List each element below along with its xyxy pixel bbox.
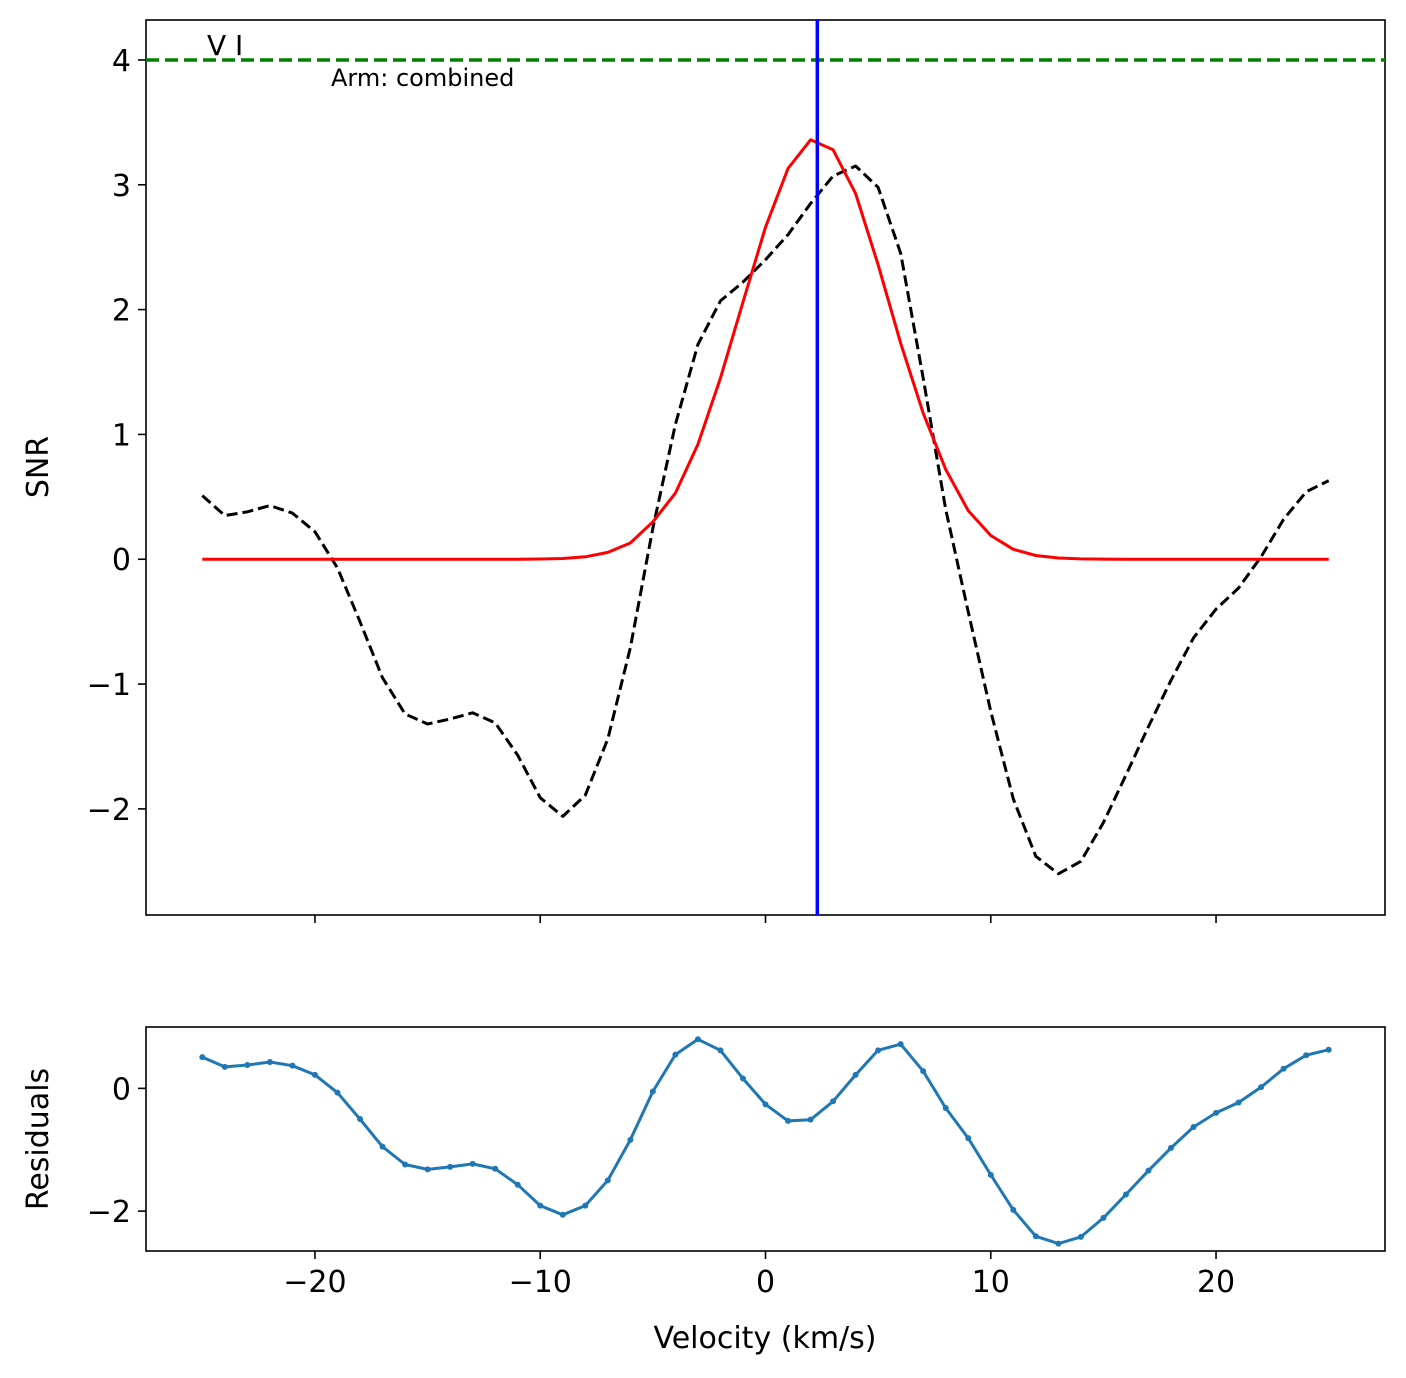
snr-y-axis-label: SNR [21, 436, 56, 498]
residual-point [672, 1051, 679, 1058]
residual-point [424, 1166, 431, 1173]
residual-point [830, 1098, 837, 1105]
residual-point [649, 1088, 656, 1095]
residual-point [266, 1058, 273, 1065]
residual-point [694, 1036, 701, 1043]
residual-point [1145, 1167, 1152, 1174]
residual-point [492, 1165, 499, 1172]
snr-x-ticks [314, 915, 1217, 923]
snr-fit-series [202, 138, 1329, 561]
y-tick-label: 2 [112, 294, 131, 329]
x-tick-label: 0 [756, 1265, 775, 1300]
y-tick-label: 4 [112, 44, 131, 79]
residual-point [1325, 1046, 1332, 1053]
residual-point [604, 1177, 611, 1184]
species-label: V I [207, 29, 243, 62]
residual-point [965, 1135, 972, 1142]
residuals-y-axis-label: Residuals [21, 1068, 56, 1210]
snr-plot-area [146, 20, 1385, 915]
residual-point [717, 1047, 724, 1054]
residual-point [1122, 1191, 1129, 1198]
residual-point [1010, 1206, 1017, 1213]
residual-point [807, 1116, 814, 1123]
residual-point [1055, 1240, 1062, 1247]
residual-point [1100, 1214, 1107, 1221]
residual-point [920, 1068, 927, 1075]
residual-point [199, 1054, 206, 1061]
x-tick-label: −20 [283, 1265, 346, 1300]
residual-point [334, 1089, 341, 1096]
residual-point [1303, 1052, 1310, 1059]
residual-point [379, 1143, 386, 1150]
residual-point [852, 1071, 859, 1078]
residual-point [785, 1117, 792, 1124]
x-tick-label: −10 [509, 1265, 572, 1300]
y-tick-label: −2 [87, 793, 131, 828]
arm-label: Arm: combined [331, 64, 514, 92]
x-tick-label: 10 [972, 1265, 1010, 1300]
residual-point [897, 1041, 904, 1048]
y-tick-label: 3 [112, 169, 131, 204]
residual-point [221, 1063, 228, 1070]
residual-point [987, 1171, 994, 1178]
residual-point [1213, 1109, 1220, 1116]
residual-point [514, 1181, 521, 1188]
y-tick-label: −2 [87, 1195, 131, 1230]
residuals-x-ticks: −20 −10 0 10 20 [283, 1251, 1235, 1300]
snr-data-series [201, 164, 1330, 876]
snr-panel: −2 −1 0 1 2 3 4 V I Arm: combined SNR [21, 19, 1386, 923]
residuals-plot-frame [145, 1026, 1386, 1252]
residual-point [1077, 1233, 1084, 1240]
residual-point [447, 1163, 454, 1170]
residual-point [1235, 1099, 1242, 1106]
y-tick-label: 0 [112, 1072, 131, 1107]
residual-point [739, 1075, 746, 1082]
residual-point [244, 1062, 251, 1069]
residual-point [762, 1101, 769, 1108]
residual-point [875, 1047, 882, 1054]
residual-point [289, 1062, 296, 1069]
y-tick-label: 0 [112, 543, 131, 578]
y-tick-label: 1 [112, 418, 131, 453]
residual-point [1167, 1144, 1174, 1151]
residual-point [582, 1202, 589, 1209]
residual-point [311, 1071, 318, 1078]
residuals-y-ticks: −2 0 [87, 1072, 146, 1230]
residual-point [627, 1136, 634, 1143]
velocity-x-axis-label: Velocity (km/s) [654, 1321, 877, 1356]
x-tick-label: 20 [1197, 1265, 1235, 1300]
residual-point [402, 1161, 409, 1168]
y-tick-label: −1 [87, 668, 131, 703]
snr-y-ticks: −2 −1 0 1 2 3 4 [87, 44, 146, 828]
residual-point [942, 1105, 949, 1112]
residual-point [1190, 1124, 1197, 1131]
residuals-plot-area [199, 1036, 1332, 1247]
residual-point [357, 1116, 364, 1123]
residual-point [1280, 1065, 1287, 1072]
residual-point [559, 1211, 566, 1218]
snr-plot-frame [145, 19, 1386, 916]
residuals-panel: −20 −10 0 10 20 −2 0 Residuals Velocity (km/s… [21, 1026, 1386, 1356]
residual-point [537, 1202, 544, 1209]
residual-point [1258, 1084, 1265, 1091]
residual-point [469, 1160, 476, 1167]
residual-point [1032, 1233, 1039, 1240]
